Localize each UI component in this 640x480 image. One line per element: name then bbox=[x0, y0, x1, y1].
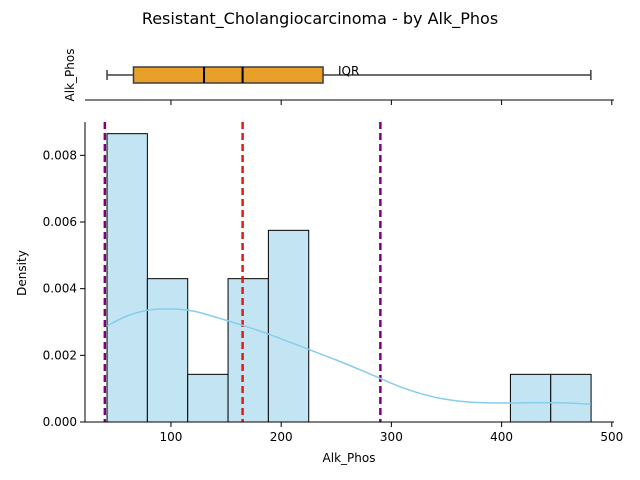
y-tick-label: 0.006 bbox=[43, 215, 77, 229]
y-tick-label: 0.002 bbox=[43, 348, 77, 362]
histogram-bar bbox=[146, 278, 189, 423]
y-ticks: 0.000 0.002 0.004 0.006 0.008 bbox=[43, 148, 85, 429]
histogram-bar bbox=[187, 373, 229, 423]
histogram-bar bbox=[550, 373, 592, 423]
reference-lines bbox=[103, 122, 382, 422]
x-tick-label: 500 bbox=[600, 430, 623, 444]
x-axis-label: Alk_Phos bbox=[323, 451, 376, 465]
boxplot-y-label: Alk_Phos bbox=[63, 49, 77, 102]
boxplot-panel: Alk_Phos IQR bbox=[63, 49, 614, 105]
chart-title: Resistant_Cholangiocarcinoma - by Alk_Ph… bbox=[142, 9, 498, 29]
y-axis-label: Density bbox=[15, 250, 29, 296]
x-tick-label: 400 bbox=[490, 430, 513, 444]
histogram-bar bbox=[106, 133, 148, 423]
y-tick-label: 0.004 bbox=[43, 282, 77, 296]
histogram-bar bbox=[509, 373, 552, 423]
x-ticks: 100 200 300 400 500 bbox=[160, 422, 623, 444]
y-tick-label: 0.000 bbox=[43, 415, 77, 429]
boxplot-x-ticks bbox=[170, 100, 613, 105]
iqr-box bbox=[132, 66, 324, 84]
x-tick-label: 300 bbox=[380, 430, 403, 444]
histogram-bar bbox=[227, 278, 269, 423]
x-tick-label: 200 bbox=[270, 430, 293, 444]
boxplot-shapes bbox=[106, 66, 592, 84]
histogram-panel: 100 200 300 400 500 0.0000.0020.0040.0060.00… bbox=[15, 122, 623, 465]
kde-curve bbox=[106, 308, 591, 406]
histogram-bar bbox=[267, 229, 310, 423]
x-tick-label: 100 bbox=[160, 430, 183, 444]
histogram-bars bbox=[106, 133, 592, 423]
y-tick-label: 0.008 bbox=[43, 148, 77, 162]
iqr-annotation: IQR bbox=[338, 64, 359, 78]
